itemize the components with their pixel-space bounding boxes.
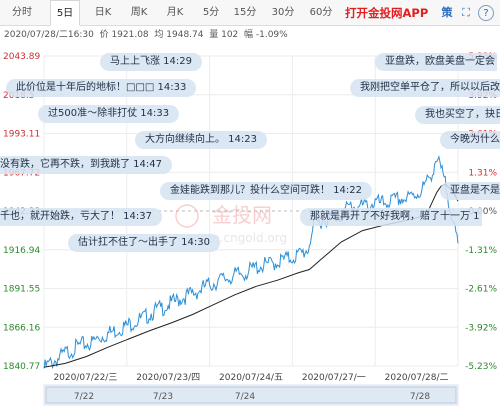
price-chart[interactable]: 金投网 quote.cngold.org 2043.895.23%2018.53…	[0, 44, 500, 406]
comment-bubble[interactable]: 金娃能跌到那儿？投什么空间可跌！ 14:22	[160, 182, 372, 200]
info-datetime: 2020/07/28/二16:30	[4, 30, 94, 40]
tab-30min[interactable]: 30分	[271, 7, 295, 18]
percent-tick-label: 0.00%	[468, 207, 497, 217]
price-tick-label: 2043.89	[3, 52, 40, 62]
comment-bubble[interactable]: 没有跌，它再不跌，到我跳了 14:47	[0, 156, 172, 174]
navigator-date-label: 7/28	[410, 392, 430, 402]
comment-bubble[interactable]: 估计扛不住了～出手了 14:30	[68, 234, 220, 252]
price-tick-label: 1840.77	[3, 362, 40, 372]
percent-tick-label: -3.92%	[465, 323, 497, 333]
tab-5day[interactable]: 5日	[50, 0, 80, 26]
tab-15min[interactable]: 15分	[233, 7, 257, 18]
quote-info-bar: 2020/07/28/二16:30 价 1921.08 均 1948.74 量 …	[0, 27, 500, 43]
info-change: 幅 -1.09%	[244, 30, 288, 40]
comment-bubble[interactable]: 大方向继续向上。 14:23	[135, 131, 267, 149]
info-price: 价 1921.08	[99, 30, 149, 40]
comment-bubble[interactable]: 那就是再开了不好我啊，赔了十一万 1	[300, 208, 482, 226]
comment-bubble[interactable]: 此价位是十年后的地标！□□□ 14:33	[6, 79, 197, 97]
day-tick-label: 2020/07/22/三	[53, 373, 117, 383]
average-line	[43, 183, 459, 368]
percent-tick-label: 1.31%	[468, 168, 497, 178]
price-tick-label: 1866.16	[3, 323, 40, 333]
info-volume: 量 102	[209, 30, 239, 40]
period-tab-bar: 分时 5日 日K 周K 月K 5分 15分 30分 60分 打开金投网APP 策…	[0, 0, 500, 26]
day-tick-label: 2020/07/28/二	[385, 373, 449, 383]
tab-month-k[interactable]: 月K	[166, 7, 184, 18]
day-tick-label: 2020/07/23/四	[136, 373, 200, 383]
percent-tick-label: -5.23%	[465, 362, 497, 372]
policy-icon[interactable]: 策	[441, 6, 453, 19]
price-tick-label: 1993.11	[3, 130, 40, 140]
navigator-window	[45, 386, 457, 404]
comment-bubble[interactable]: 亚盘跌，欧盘美盘一定会	[375, 53, 497, 71]
watermark-name: 金投网	[212, 203, 272, 227]
tab-day-k[interactable]: 日K	[94, 7, 112, 18]
navigator-date-label: 7/24	[235, 392, 255, 402]
help-icon[interactable]: ?	[478, 5, 494, 21]
watermark-logo	[175, 204, 199, 228]
price-tick-label: 1916.94	[3, 246, 40, 256]
tab-fenshi[interactable]: 分时	[12, 7, 32, 18]
day-tick-label: 2020/07/24/五	[219, 373, 283, 383]
comment-bubble[interactable]: 马上上飞涨 14:29	[100, 53, 202, 71]
comment-bubble[interactable]: 过500准～除非打仗 14:33	[38, 105, 180, 123]
navigator-date-label: 7/22	[74, 392, 94, 402]
range-navigator: 7/22 7/23 7/24 7/28	[43, 384, 459, 406]
chart-series	[43, 154, 459, 370]
open-app-link[interactable]: 打开金投网APP	[345, 6, 429, 20]
comment-bubble[interactable]: 我也买空了，抉日	[415, 106, 500, 124]
percent-tick-label: -2.61%	[465, 285, 497, 295]
tab-60min[interactable]: 60分	[309, 7, 333, 18]
percent-tick-label: -1.31%	[465, 246, 497, 256]
tab-week-k[interactable]: 周K	[130, 7, 148, 18]
price-line	[43, 154, 459, 370]
tab-5min[interactable]: 5分	[202, 7, 220, 18]
comment-bubble[interactable]: 千也，就开始跌，亏大了！ 14:37	[0, 208, 162, 226]
price-tick-label: 1891.55	[3, 285, 40, 295]
comment-bubble[interactable]: 今晚为什么	[440, 131, 500, 149]
info-avg: 均 1948.74	[154, 30, 204, 40]
navigator-date-label: 7/23	[153, 392, 173, 402]
fullscreen-icon[interactable]: ⛶	[462, 6, 470, 19]
comment-bubble[interactable]: 亚盘是不是什么	[440, 182, 500, 200]
day-tick-label: 2020/07/27/一	[302, 373, 366, 383]
comment-bubble[interactable]: 我刚把空单平仓了，所以以后改	[350, 79, 500, 97]
